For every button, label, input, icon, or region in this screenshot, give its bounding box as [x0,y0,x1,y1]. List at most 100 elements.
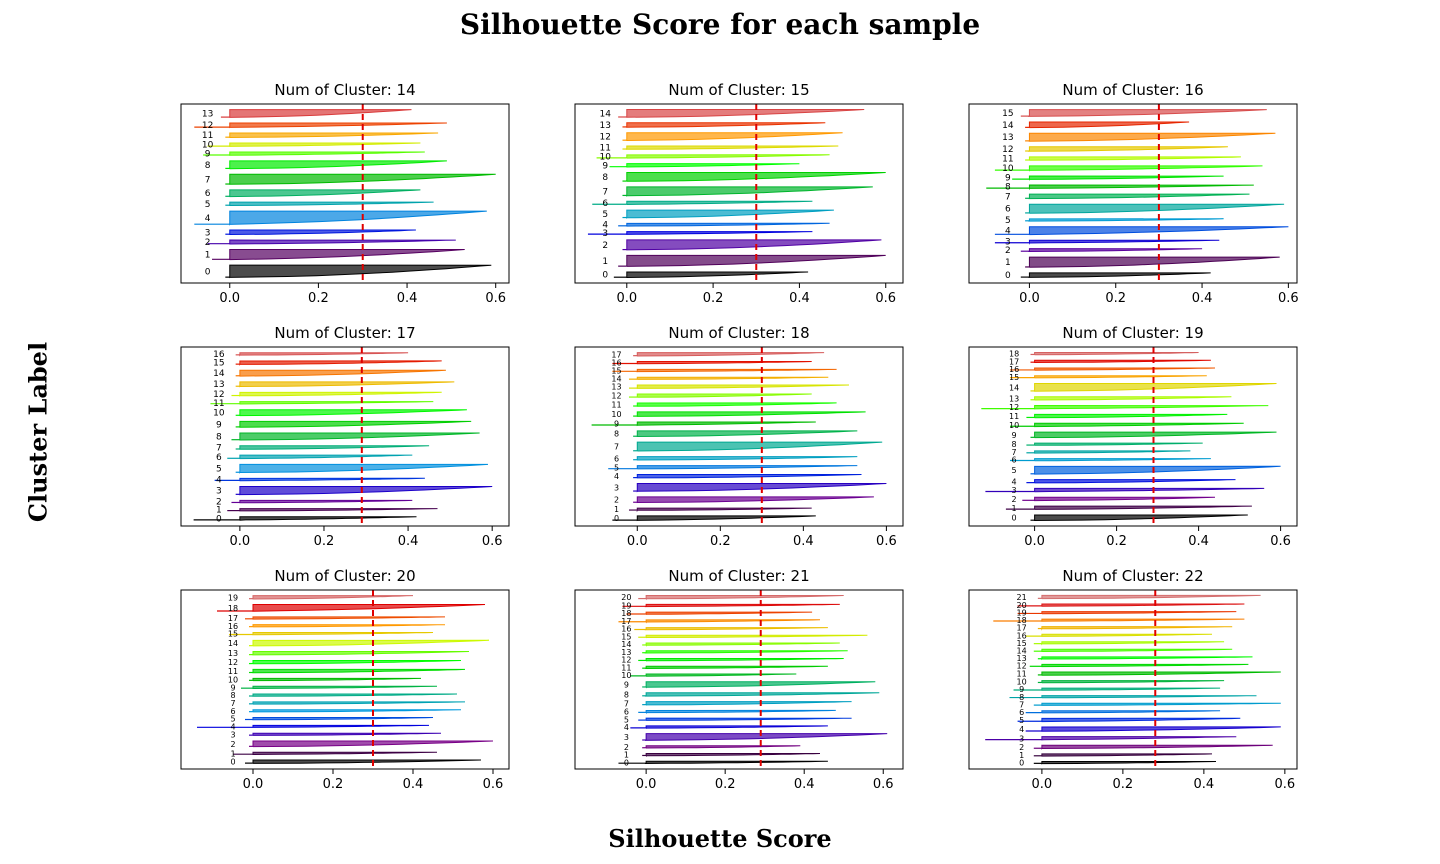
x-tick-label: 0.0 [1019,291,1040,306]
cluster-14-area [1028,121,1190,129]
cluster-4-area [229,210,487,226]
cluster-8-area [1034,442,1203,446]
x-tick-label: 0.0 [1032,777,1053,792]
cluster-13-area [636,384,850,389]
cluster-label: 9 [1019,685,1024,694]
cluster-6-area [229,189,421,198]
subplot-title: Num of Cluster: 20 [274,567,415,585]
cluster-3-area [1041,736,1237,741]
cluster-label: 8 [624,690,629,699]
cluster-label: 1 [1005,258,1011,268]
cluster-label: 14 [1017,646,1027,655]
cluster-label: 15 [621,632,631,641]
cluster-11-area [636,402,837,407]
x-tick-label: 0.2 [715,777,736,792]
cluster-4-area [1034,479,1236,484]
x-tick-label: 0.0 [636,777,657,792]
cluster-16-area [1034,367,1216,371]
x-tick-label: 0.4 [1188,534,1209,549]
cluster-label: 9 [230,683,235,692]
cluster-label: 5 [216,464,222,474]
cluster-18-area [1034,352,1199,356]
cluster-label: 19 [621,601,631,610]
cluster-label: 3 [216,487,222,497]
cluster-12-area [1041,663,1249,668]
cluster-8-area [1041,695,1257,699]
cluster-label: 6 [230,707,235,716]
cluster-label: 4 [1012,477,1017,486]
cluster-label: 15 [1002,109,1013,119]
cluster-label: 1 [205,251,211,261]
cluster-label: 14 [213,369,225,379]
cluster-label: 10 [228,676,238,685]
x-tick-label: 0.6 [1275,777,1296,792]
x-tick-label: 0.6 [1278,291,1299,306]
cluster-label: 7 [602,187,608,197]
cluster-5-area [1041,717,1241,723]
cluster-12-area [626,132,843,142]
cluster-8-area [239,432,480,441]
cluster-label: 8 [230,691,235,700]
x-tick-label: 0.4 [397,291,418,306]
axes-frame [574,346,904,527]
cluster-4-area [252,724,430,728]
cluster-15-area [239,360,442,366]
cluster-11-area [1034,413,1228,419]
cluster-6-area [239,454,413,460]
cluster-label: 13 [213,380,224,390]
cluster-0-area [239,516,417,521]
cluster-label: 9 [602,161,608,171]
x-tick-label: 0.0 [627,534,648,549]
cluster-11-area [1041,671,1281,676]
cluster-14-area [252,639,490,647]
cluster-label: 8 [205,161,211,171]
cluster-11-area [1028,156,1241,161]
axes-frame [180,589,510,770]
cluster-label: 11 [611,401,621,410]
cluster-3-area [1028,239,1220,245]
subplot-title: Num of Cluster: 16 [1062,81,1203,99]
cluster-label: 0 [1005,271,1011,281]
cluster-10-area [239,409,467,417]
cluster-8-area [229,160,447,170]
cluster-7-area [626,186,873,197]
cluster-5-area [1028,218,1224,222]
cluster-label: 10 [611,410,621,419]
cluster-label: 0 [216,514,222,524]
cluster-8-area [636,430,858,437]
cluster-label: 9 [624,680,629,689]
x-tick-label: 0.2 [1105,291,1126,306]
figure-title: Silhouette Score for each sample [459,8,981,41]
cluster-label: 17 [1009,357,1019,366]
subplot-title: Num of Cluster: 19 [1062,324,1203,342]
cluster-label: 12 [213,390,224,400]
axes-frame [180,103,510,284]
cluster-label: 15 [213,359,224,369]
cluster-2-area [239,499,413,504]
cluster-17-area [1034,359,1211,364]
cluster-label: 2 [1012,495,1017,504]
cluster-15-area [1041,641,1225,646]
cluster-label: 4 [1005,227,1011,237]
cluster-label: 8 [1012,440,1017,449]
cluster-label: 5 [230,715,235,724]
cluster-label: 16 [621,625,631,634]
x-tick-label: 0.0 [219,291,240,306]
cluster-label: 12 [1017,661,1027,670]
x-tick-label: 0.2 [323,777,344,792]
cluster-5-area [645,717,852,721]
cluster-18-area [645,611,813,615]
cluster-label: 12 [202,121,213,131]
cluster-13-area [1041,656,1253,661]
cluster-8-area [644,692,880,697]
x-tick-label: 0.4 [1192,291,1213,306]
cluster-2-area [626,239,882,251]
cluster-label: 6 [1019,708,1024,717]
cluster-10-area [645,673,797,677]
cluster-label: 1 [216,506,222,516]
cluster-3-area [626,231,813,235]
cluster-label: 16 [213,350,225,360]
cluster-4-area [645,725,828,729]
